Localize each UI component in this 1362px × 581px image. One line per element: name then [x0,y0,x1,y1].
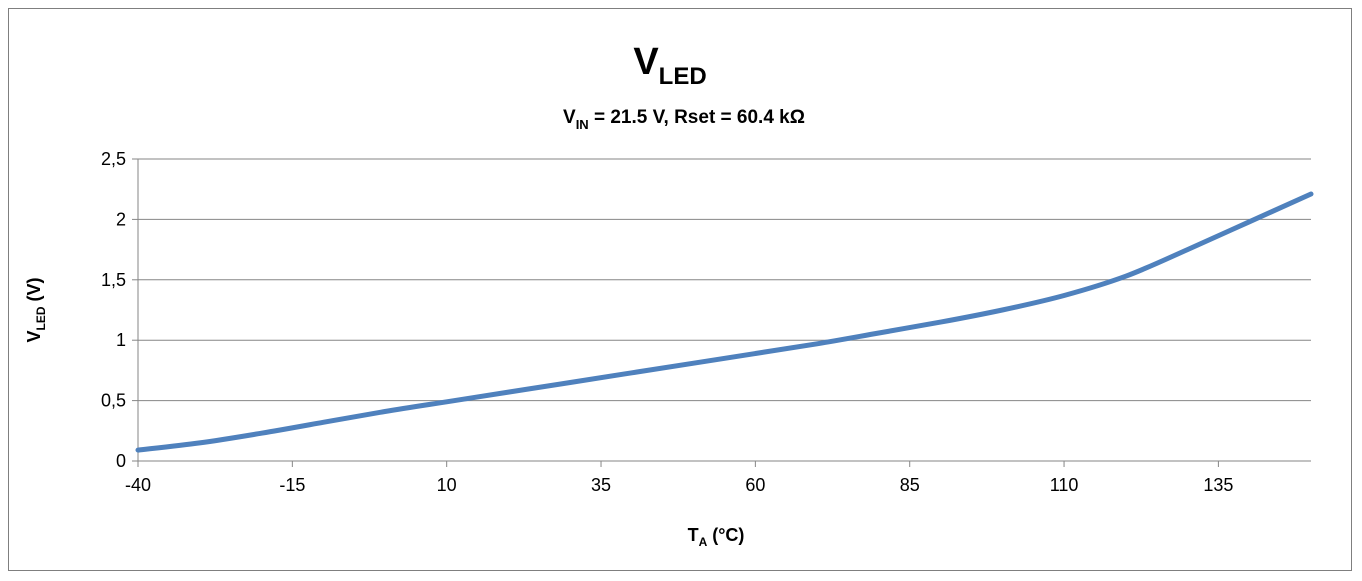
series-line-vled [135,191,1314,453]
y-tick-label: 1,5 [101,270,126,290]
series-layer [135,191,1314,453]
gridlines [138,158,1311,402]
axes [132,158,1311,467]
tick-labels: 0 0,5 1 1,5 2 2,5 -40 -15 10 35 60 85 110 135 [101,149,1233,495]
y-axis-title: VLED (V) [24,277,48,342]
x-axis-title: TA (°C) [688,525,745,549]
x-tick-label: -40 [125,475,151,495]
x-tick-label: 135 [1203,475,1233,495]
x-tick-label: 35 [591,475,611,495]
chart-subtitle: VIN = 21.5 V, Rset = 60.4 kΩ [563,107,805,132]
x-tick-label: 85 [900,475,920,495]
chart-title: VLED [633,41,706,90]
y-tick-label: 2,5 [101,149,126,169]
x-tick-label: 110 [1050,475,1079,495]
x-tick-label: -15 [279,475,305,495]
y-tick-label: 0 [116,451,126,471]
chart-frame [8,8,1352,571]
x-tick-label: 60 [745,475,765,495]
x-tick-label: 10 [437,475,457,495]
y-tick-label: 0,5 [101,391,126,411]
y-tick-label: 2 [116,209,126,229]
y-tick-label: 1 [116,330,126,350]
